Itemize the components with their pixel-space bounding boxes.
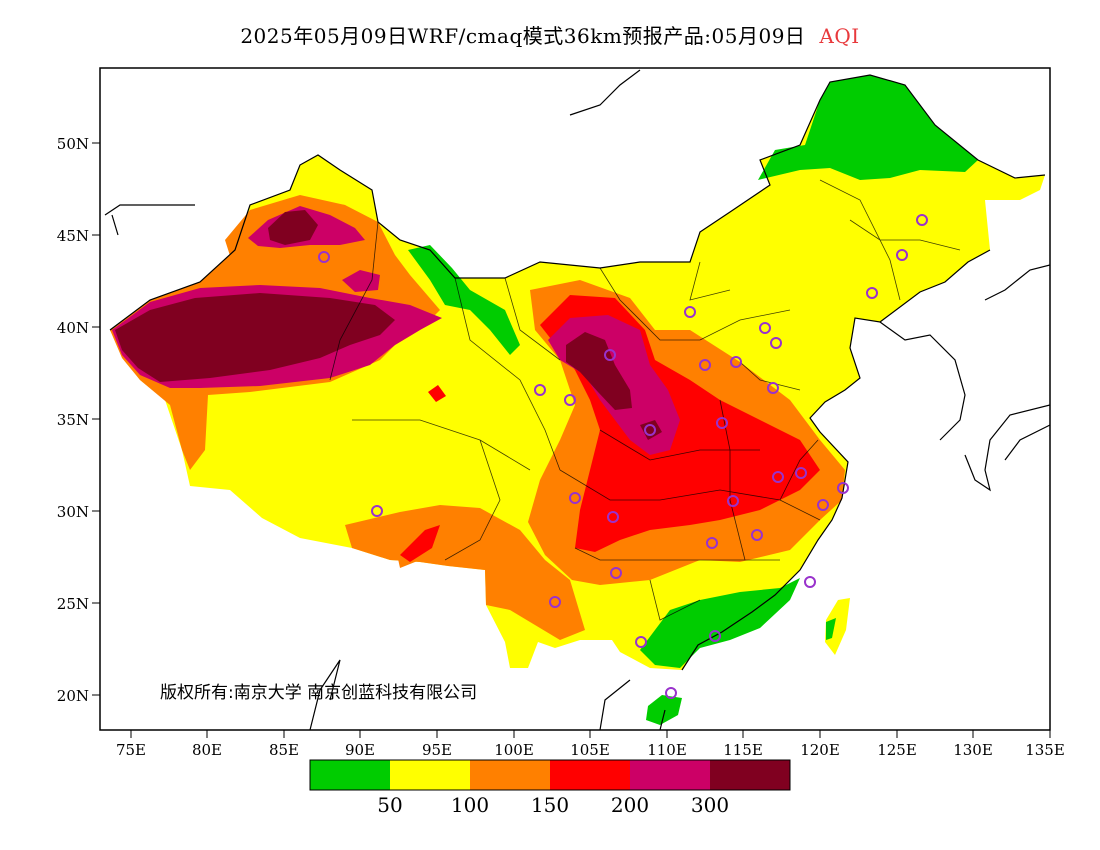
lon-tick-label: 85E	[269, 741, 299, 759]
lon-tick-label: 95E	[422, 741, 452, 759]
copyright-text: 版权所有:南京大学 南京创蓝科技有限公司	[160, 683, 477, 703]
taiwan-fill	[825, 598, 850, 655]
province-borders	[329, 179, 961, 621]
aqi-fill-green-northeast	[758, 75, 978, 180]
station-markers	[318, 214, 928, 699]
lat-tick-label: 40N	[57, 319, 89, 337]
map-plot-area	[104, 69, 1050, 730]
indochina-coast	[309, 659, 666, 730]
lat-axis: 50N 45N 40N 35N 30N 25N 20N	[57, 135, 100, 705]
lon-tick-label: 120E	[800, 741, 840, 759]
legend-swatch-5	[630, 760, 710, 790]
aqi-fill-green-south	[640, 578, 800, 668]
hainan-fill	[646, 695, 682, 725]
legend-swatch-4	[550, 760, 630, 790]
aqi-fill-maroon-north	[268, 210, 318, 245]
lat-tick-label: 45N	[57, 227, 89, 245]
map-title: 2025年05月09日WRF/cmaq模式36km预报产品:05月09日 AQI	[0, 20, 1100, 49]
title-variable: AQI	[819, 24, 860, 48]
legend-label: 100	[451, 793, 489, 817]
lon-tick-label: 75E	[116, 741, 146, 759]
title-main: 2025年05月09日WRF/cmaq模式36km预报产品:05月09日	[240, 24, 806, 48]
lat-tick-label: 20N	[57, 687, 89, 705]
aqi-fill-red-tibet	[400, 525, 440, 562]
legend-label: 300	[691, 793, 729, 817]
lat-tick-label: 50N	[57, 135, 89, 153]
lon-tick-label: 115E	[723, 741, 763, 759]
coastlines	[104, 69, 1050, 730]
lon-tick-label: 135E	[1025, 741, 1065, 759]
korea-japan-coast	[879, 264, 1050, 492]
legend-swatch-1	[310, 760, 390, 790]
lon-tick-label: 110E	[647, 741, 687, 759]
lat-tick-label: 25N	[57, 595, 89, 613]
lat-tick-label: 35N	[57, 411, 89, 429]
aqi-fill-red-spot	[428, 385, 446, 402]
lon-tick-label: 125E	[877, 741, 917, 759]
china-outline	[109, 74, 1046, 671]
legend-swatch-6	[710, 760, 790, 790]
aqi-fill-green-qinghai	[408, 245, 520, 355]
legend-swatch-2	[390, 760, 470, 790]
lon-axis: 75E 80E 85E 90E 95E 100E 105E 110E 115E …	[116, 730, 1065, 759]
plot-frame	[99, 67, 1051, 731]
legend-colorbar: 50 100 150 200 300	[309, 759, 791, 817]
legend-label: 200	[611, 793, 649, 817]
taiwan-fill-green	[826, 618, 836, 640]
legend-frame	[309, 759, 791, 791]
legend-swatch-3	[470, 760, 550, 790]
lon-tick-label: 100E	[494, 741, 534, 759]
lon-tick-label: 80E	[192, 741, 222, 759]
aqi-fill-maroon-spot	[640, 420, 662, 440]
lon-tick-label: 90E	[345, 741, 375, 759]
aqi-fill-purple-spot	[342, 270, 380, 292]
lat-tick-label: 30N	[57, 503, 89, 521]
legend-label: 50	[377, 793, 402, 817]
lon-tick-label: 105E	[570, 741, 610, 759]
aqi-fill-maroon-central	[566, 332, 632, 410]
legend-label: 150	[531, 793, 569, 817]
lon-tick-label: 130E	[953, 741, 993, 759]
siberia-coast	[104, 69, 641, 236]
aqi-fill-maroon-tarim	[115, 293, 395, 382]
